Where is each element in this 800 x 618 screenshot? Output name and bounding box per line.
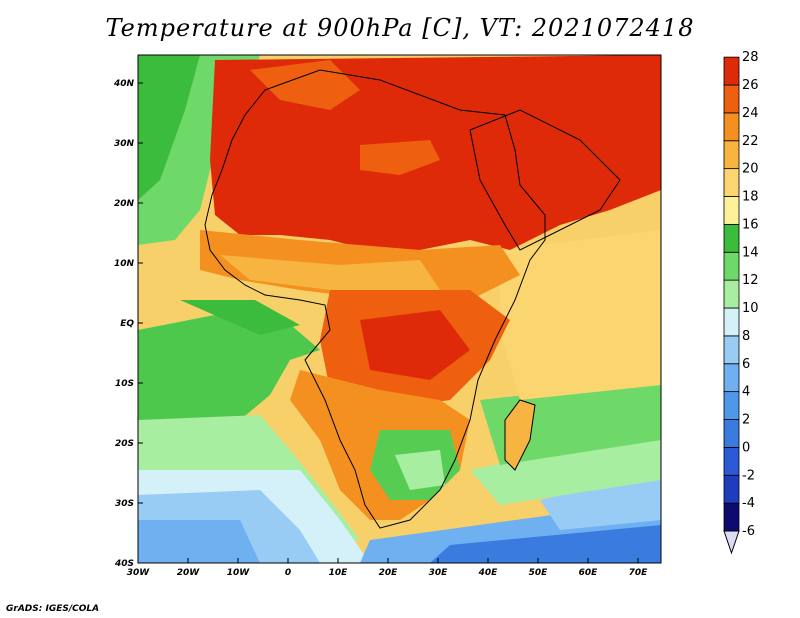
colorbar-label: 16 xyxy=(742,217,759,232)
colorbar-swatch xyxy=(723,446,740,476)
gulf-guinea-cool xyxy=(138,310,320,430)
colorbar-label: 0 xyxy=(742,440,750,455)
lat-tick-label: 40S xyxy=(114,559,134,569)
chart-title: Temperature at 900hPa [C], VT: 202107241… xyxy=(105,14,695,42)
colorbar-label: 8 xyxy=(742,329,750,344)
colorbar-label: 22 xyxy=(742,134,759,149)
colorbar-swatch xyxy=(723,474,740,504)
colorbar-swatch xyxy=(723,112,740,142)
lat-tick-label: 20N xyxy=(114,199,135,209)
colorbar-label: -2 xyxy=(742,468,755,483)
lon-tick-label: 0 xyxy=(285,568,291,578)
colorbar-swatch xyxy=(723,335,740,365)
map-frame xyxy=(137,54,662,564)
lon-tick-label: 10E xyxy=(329,568,349,578)
lon-tick-label: 50E xyxy=(529,568,549,578)
lon-tick-label: 70E xyxy=(629,568,649,578)
colorbar-label: 6 xyxy=(742,357,750,372)
colorbar-label: 4 xyxy=(742,385,750,400)
temperature-field xyxy=(138,55,661,563)
lon-tick-label: 40E xyxy=(478,568,499,578)
colorbar-label: -6 xyxy=(742,524,755,539)
colorbar-label: 2 xyxy=(742,413,750,428)
colorbar-swatch xyxy=(723,56,740,86)
colorbar-swatch xyxy=(723,307,740,337)
lon-tick-label: 30E xyxy=(429,568,449,578)
lon-tick-label: 20W xyxy=(177,568,201,578)
colorbar-label: 18 xyxy=(742,190,759,205)
colorbar-swatch xyxy=(723,84,740,114)
latitude-ticks: 40N 30N 20N 10N EQ 10S 20S 30S 40S xyxy=(113,79,143,569)
lat-tick-label: 10S xyxy=(115,379,134,389)
colorbar-bottom-arrow xyxy=(723,530,740,555)
lat-tick-label: 40N xyxy=(113,79,135,89)
lat-tick-label: 30N xyxy=(114,139,135,149)
colorbar-label: 12 xyxy=(742,273,759,288)
africa-coastline xyxy=(204,69,546,529)
colorbar-label: 20 xyxy=(742,162,759,177)
colorbar-label: 24 xyxy=(742,106,759,121)
colorbar-label: 14 xyxy=(742,245,759,260)
colorbar-swatch xyxy=(723,279,740,309)
credit-label: GrADS: IGES/COLA xyxy=(6,604,100,614)
madagascar-coastline xyxy=(504,399,536,471)
colorbar-swatch xyxy=(723,196,740,225)
lat-tick-label: EQ xyxy=(120,319,134,329)
colorbar-swatch xyxy=(723,502,740,532)
arabia-coastline xyxy=(469,109,621,251)
colorbar-label: 28 xyxy=(742,50,759,65)
colorbar-swatch xyxy=(723,223,740,253)
lat-tick-label: 30S xyxy=(115,499,134,509)
colorbar-swatch xyxy=(723,419,740,448)
lat-tick-label: 20S xyxy=(115,439,134,449)
colorbar-swatch xyxy=(723,140,740,170)
longitude-ticks: 30W 20W 10W 0 10E 20E 30E 40E 50E 60E 70E xyxy=(127,558,648,578)
lon-tick-label: 30W xyxy=(127,568,151,578)
lat-tick-label: 10N xyxy=(114,259,135,269)
colorbar-swatch xyxy=(723,168,740,197)
colorbar-label: 10 xyxy=(742,301,759,316)
colorbar-label: 26 xyxy=(742,78,759,93)
colorbar-swatch xyxy=(723,363,740,393)
colorbar-swatch xyxy=(723,391,740,420)
colorbar-swatch xyxy=(723,251,740,281)
lon-tick-label: 20E xyxy=(379,568,399,578)
lon-tick-label: 60E xyxy=(579,568,599,578)
lon-tick-label: 10W xyxy=(227,568,251,578)
colorbar-label: -4 xyxy=(742,496,755,511)
